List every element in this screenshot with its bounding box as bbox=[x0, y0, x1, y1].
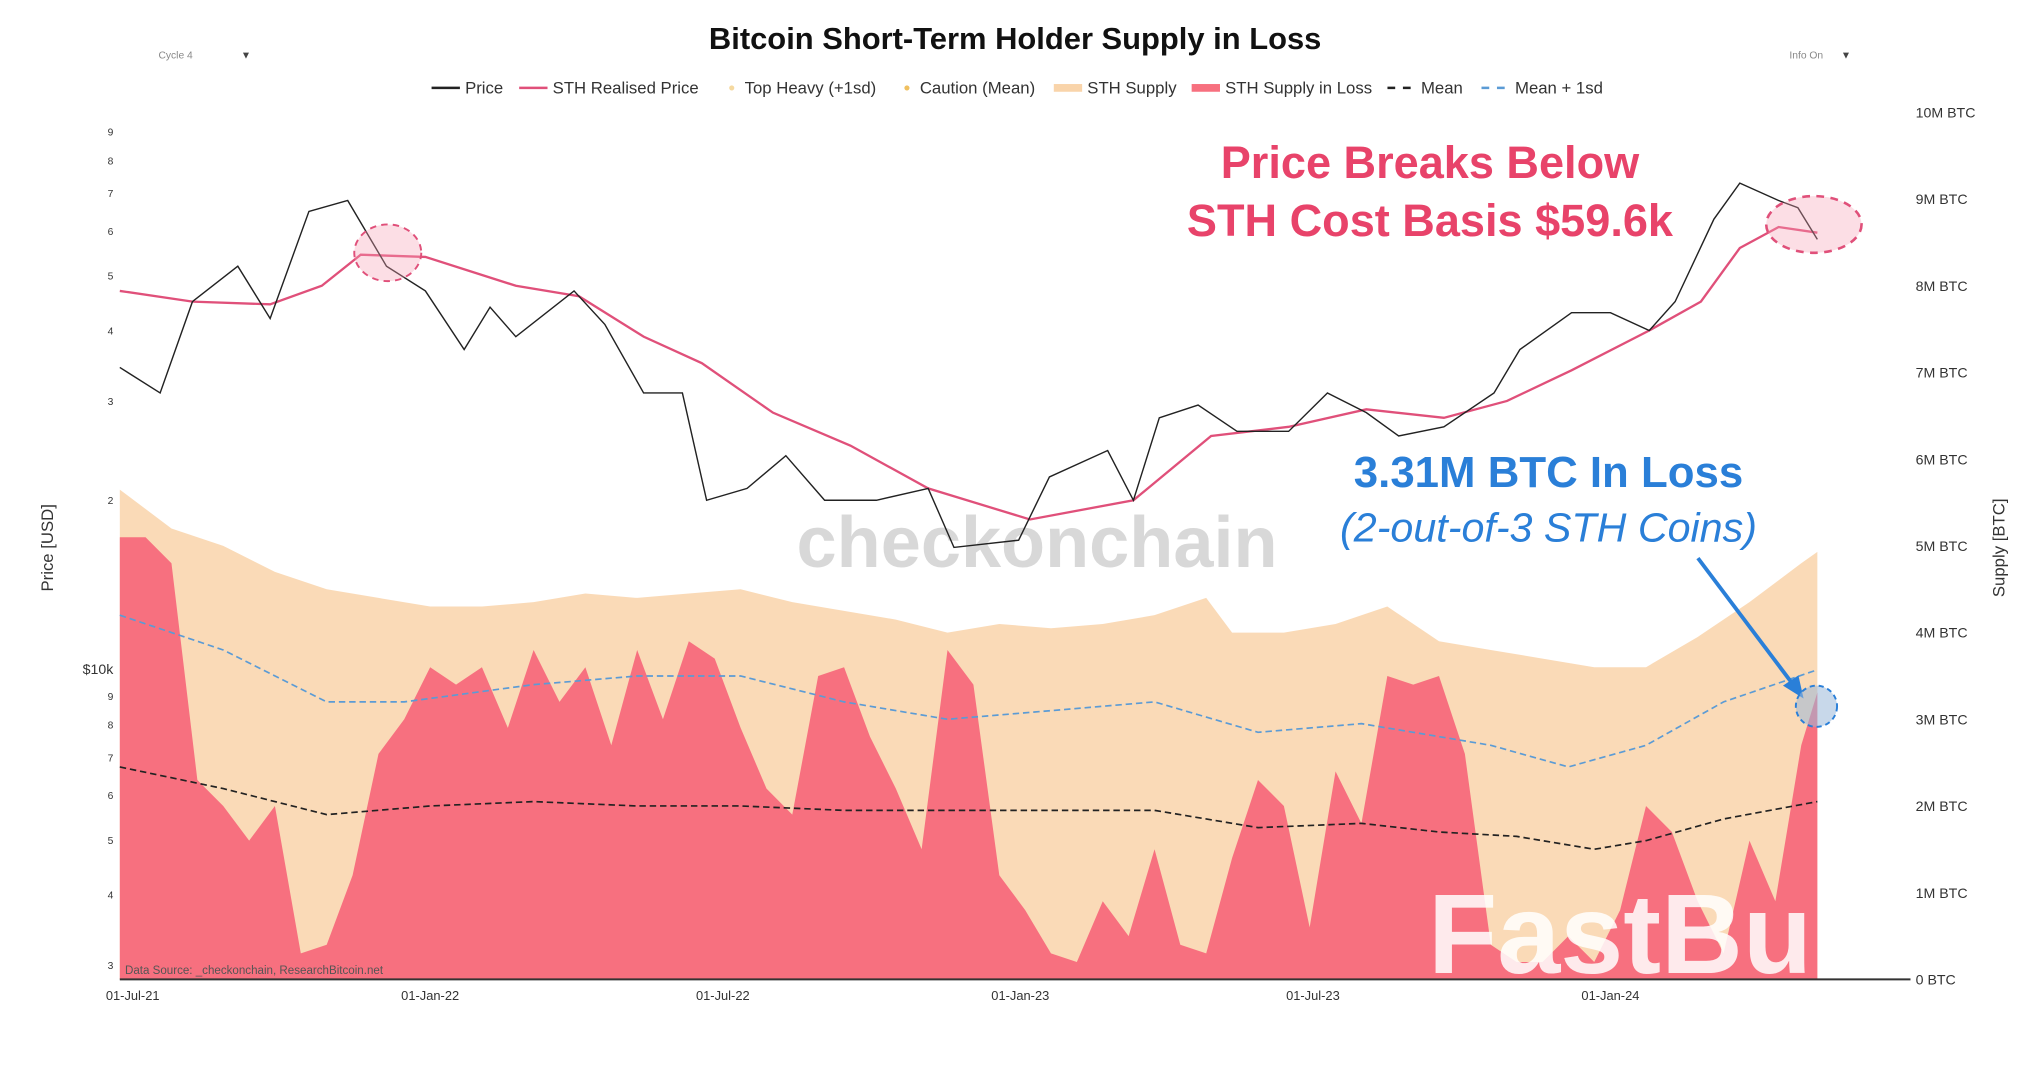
y-left-tick-label: 5 bbox=[108, 836, 114, 847]
y-right-tick-label: 1M BTC bbox=[1916, 886, 1968, 902]
y-left-tick-label: 8 bbox=[108, 156, 114, 167]
y-axis-right-label: Supply [BTC] bbox=[1990, 499, 2009, 598]
x-tick-label: 01-Jan-22 bbox=[401, 988, 459, 1003]
y-left-tick-label: 3 bbox=[108, 961, 114, 972]
legend-swatch bbox=[904, 85, 910, 91]
loss-annotation-line2: (2-out-of-3 STH Coins) bbox=[1340, 504, 1757, 550]
fastbull-watermark: FastBull bbox=[1428, 871, 1875, 998]
cycle-select-value: Cycle 4 bbox=[158, 50, 193, 61]
price-line bbox=[119, 182, 1818, 549]
info-select[interactable]: Info On ▼ bbox=[1789, 50, 1851, 61]
y-left-tick-label: 3 bbox=[108, 397, 114, 408]
y-left-tick-label: 4 bbox=[108, 326, 114, 337]
loss-highlight-circle bbox=[1794, 684, 1839, 728]
sth-realised-price-line bbox=[119, 225, 1818, 521]
legend-item: STH Supply in Loss bbox=[1225, 79, 1372, 98]
y-left-tick-label: 8 bbox=[108, 721, 114, 732]
legend-swatch bbox=[1191, 84, 1220, 92]
y-right-tick-label: 6M BTC bbox=[1916, 452, 1968, 468]
y-right-tick-label: 4M BTC bbox=[1916, 626, 1968, 642]
axis-layer: 01-Jul-21 01-Jan-22 01-Jul-22 01-Jan-23 01-J… bbox=[83, 106, 1976, 1003]
legend-item: Top Heavy (+1sd) bbox=[745, 79, 877, 98]
legend-item: STH Realised Price bbox=[553, 79, 699, 98]
y-left-tick-label: 9 bbox=[108, 128, 114, 139]
y-right-tick-label: 8M BTC bbox=[1916, 279, 1968, 295]
mean-plus-1sd-line bbox=[119, 614, 1818, 768]
chevron-down-icon: ▼ bbox=[241, 50, 251, 61]
earlier-break-highlight-circle bbox=[353, 223, 423, 283]
x-tick-label: 01-Jul-21 bbox=[106, 988, 160, 1003]
y-left-tick-label: 2 bbox=[108, 496, 114, 507]
y-right-tick-label: 9M BTC bbox=[1916, 192, 1968, 208]
cycle-select[interactable]: Cycle 4 ▼ bbox=[158, 50, 251, 61]
legend-swatch bbox=[1053, 84, 1083, 92]
legend-swatch bbox=[729, 85, 735, 91]
legend-item: STH Supply bbox=[1087, 79, 1177, 98]
data-source: Data Source: _checkonchain, ResearchBitc… bbox=[125, 965, 384, 977]
arrow-head-icon bbox=[1782, 675, 1804, 699]
info-select-value: Info On bbox=[1789, 50, 1823, 61]
x-tick-label: 01-Jan-24 bbox=[1581, 988, 1639, 1003]
chevron-down-icon: ▼ bbox=[1841, 50, 1851, 61]
price-break-highlight-circle bbox=[1764, 194, 1863, 255]
y-right-tick-label: 0 BTC bbox=[1916, 973, 1956, 989]
x-tick-label: 01-Jan-23 bbox=[991, 988, 1049, 1003]
y-right-tick-label: 2M BTC bbox=[1916, 799, 1968, 815]
x-tick-label: 01-Jul-22 bbox=[696, 988, 750, 1003]
y-right-tick-label: 5M BTC bbox=[1916, 539, 1968, 555]
y-left-tick-label: 4 bbox=[108, 891, 114, 902]
y-left-tick-label: 9 bbox=[108, 692, 114, 703]
y-left-tick-label: 6 bbox=[108, 791, 114, 802]
chart-title: Bitcoin Short-Term Holder Supply in Loss bbox=[709, 21, 1321, 56]
y-left-tick-label: 7 bbox=[108, 753, 114, 764]
y-left-tick-label: 5 bbox=[108, 272, 114, 283]
annotation-arrow bbox=[1696, 556, 1798, 690]
y-right-tick-label: 10M BTC bbox=[1916, 106, 1976, 122]
price-break-annotation-line1: Price Breaks Below bbox=[1221, 137, 1640, 188]
y-right-tick-label: 3M BTC bbox=[1916, 712, 1968, 728]
y-left-tick-label: 7 bbox=[108, 189, 114, 200]
x-tick-label: 01-Jul-23 bbox=[1286, 988, 1340, 1003]
loss-annotation-line1: 3.31M BTC In Loss bbox=[1354, 448, 1743, 497]
legend-item: Mean + 1sd bbox=[1515, 79, 1603, 98]
y-right-tick-label: 7M BTC bbox=[1916, 366, 1968, 382]
sth-supply-in-loss-area bbox=[119, 537, 1818, 980]
legend: Price STH Realised Price Top Heavy (+1sd) C… bbox=[431, 79, 1603, 98]
legend-item: Price bbox=[465, 79, 503, 98]
legend-item: Caution (Mean) bbox=[920, 79, 1035, 98]
y-left-tick-label: 6 bbox=[108, 227, 114, 238]
price-break-annotation-line2: STH Cost Basis $59.6k bbox=[1187, 195, 1674, 246]
supply-layer bbox=[119, 489, 1818, 980]
line-layer bbox=[119, 182, 1818, 851]
legend-item: Mean bbox=[1421, 79, 1463, 98]
checkonchain-watermark: checkonchain bbox=[797, 503, 1278, 583]
y-axis-left-label: Price [USD] bbox=[38, 504, 57, 591]
y-left-tick-label: $10k bbox=[83, 662, 115, 678]
